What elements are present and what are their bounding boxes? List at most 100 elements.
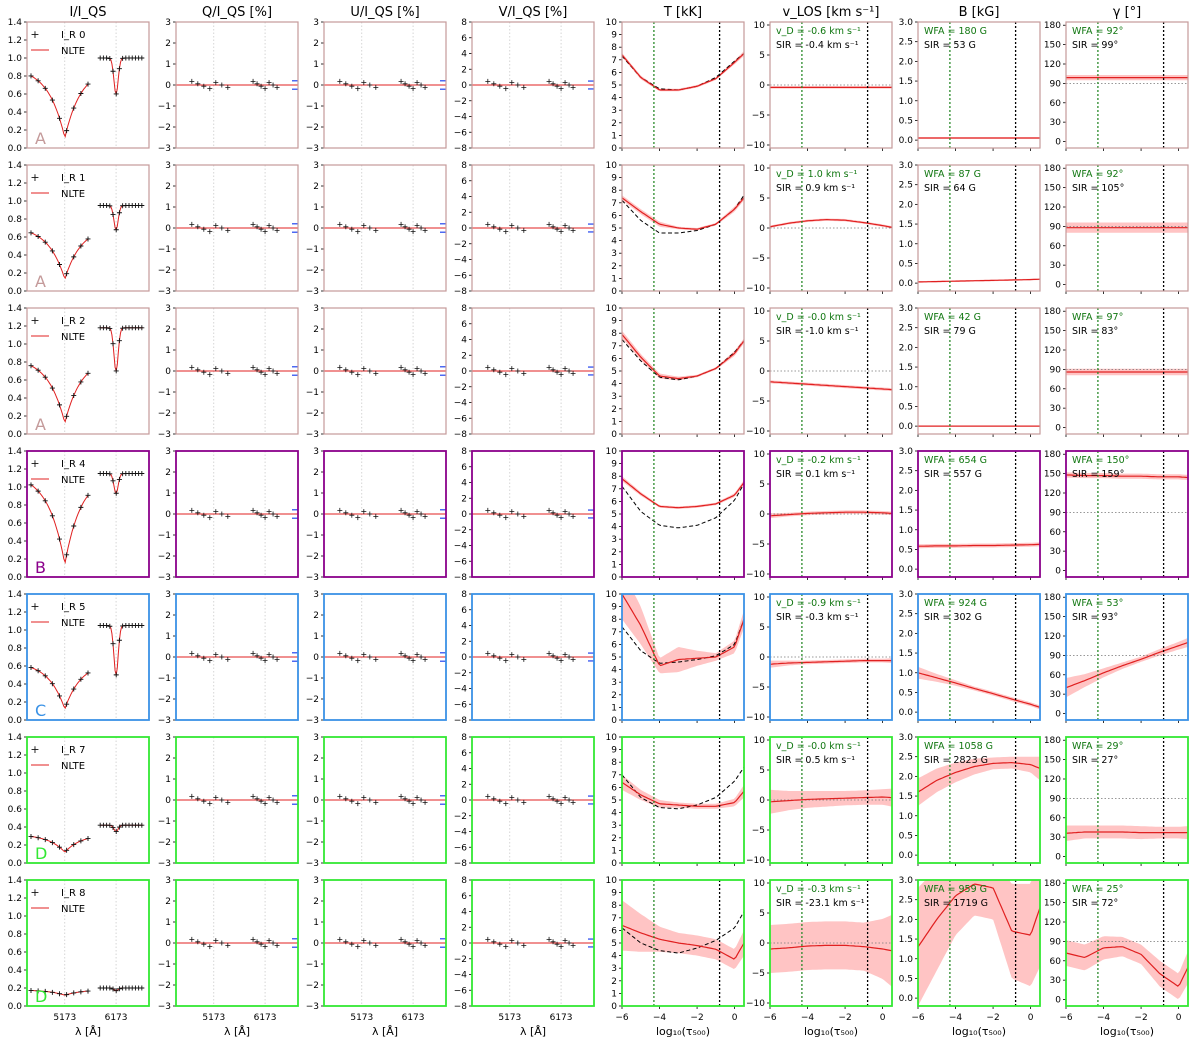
- y-tick-label: 10: [754, 307, 766, 317]
- observation-point: [139, 325, 145, 331]
- panel-T-row-0: 0 1 2 3 4 5 6 7 8 9 10: [606, 18, 745, 154]
- y-tick-label: 2: [165, 39, 171, 49]
- observation-point: [418, 368, 424, 374]
- y-tick-label: 2: [611, 691, 617, 701]
- y-tick-label: −1: [158, 674, 171, 684]
- observation-point: [402, 224, 408, 230]
- y-tick-label: 1: [165, 60, 171, 70]
- y-tick-label: 3.0: [899, 733, 914, 743]
- y-tick-label: 0: [1055, 567, 1061, 577]
- y-tick-label: −5: [752, 254, 765, 264]
- observation-point: [71, 842, 77, 848]
- legend-obs-marker: +: [30, 314, 39, 327]
- observation-point: [337, 221, 343, 227]
- observation-point: [78, 379, 84, 385]
- y-tick-label: 4: [461, 765, 467, 775]
- y-tick-label: 1: [313, 775, 319, 785]
- observation-point: [570, 370, 576, 376]
- y-tick-label: 2: [611, 977, 617, 987]
- observation-point: [28, 363, 34, 369]
- observation-point: [570, 227, 576, 233]
- panel-frame: [471, 736, 595, 864]
- panel-frame: [621, 164, 745, 292]
- observation-point: [554, 941, 560, 947]
- observation-point: [213, 366, 219, 372]
- y-tick-label: −3: [158, 430, 171, 440]
- observation-point: [201, 226, 207, 232]
- y-tick-label: 1.4: [8, 447, 23, 457]
- observation-point: [28, 230, 34, 236]
- y-tick-label: 2.5: [899, 896, 913, 906]
- observation-point: [406, 798, 412, 804]
- y-tick-label: 180: [1044, 164, 1061, 174]
- observation-point: [515, 82, 521, 88]
- observation-point: [258, 941, 264, 947]
- panel-frame: [621, 307, 745, 435]
- observation-point: [414, 223, 420, 229]
- y-tick-label: 1.0: [8, 340, 23, 350]
- b-sir-annotation: SIR = 2823 G: [924, 755, 988, 766]
- observation-point: [201, 83, 207, 89]
- reference-temperature-line: [621, 619, 745, 664]
- y-tick-label: 150: [1044, 899, 1061, 909]
- observation-point: [398, 364, 404, 370]
- x-axis-label: log₁₀(τ₅₀₀): [804, 1025, 858, 1038]
- y-tick-label: 0: [165, 510, 171, 520]
- observation-point: [373, 84, 379, 90]
- y-tick-label: 180: [1044, 879, 1061, 889]
- panel-frame: [1065, 164, 1189, 292]
- y-tick-label: −2: [454, 669, 467, 679]
- y-tick-label: −1: [306, 674, 319, 684]
- observation-point: [355, 515, 361, 521]
- column-titles: I/I_QS Q/I_QS [%] U/I_QS [%] V/I_QS [%] T [k…: [69, 5, 1141, 20]
- reference-temperature-line: [621, 911, 745, 954]
- model-profile-line-1: [30, 365, 89, 424]
- b-sir-annotation: SIR = 302 G: [924, 612, 982, 623]
- observation-point: [42, 988, 48, 994]
- y-tick-label: −3: [158, 1002, 171, 1012]
- observation-point: [254, 81, 260, 87]
- observation-point: [116, 338, 122, 344]
- b-sir-annotation: SIR = 64 G: [924, 183, 976, 194]
- y-tick-label: −5: [752, 540, 765, 550]
- y-tick-label: −2: [306, 409, 319, 419]
- observation-point: [562, 795, 568, 801]
- y-tick-label: 1: [611, 560, 617, 570]
- y-tick-label: 1.0: [8, 769, 23, 779]
- panel-I-row-2: 0.0 0.2 0.4 0.6 0.8 1.0 1.2 1.4 + I_R 2 NLTE A: [8, 304, 150, 440]
- y-tick-label: 1.5: [899, 506, 913, 516]
- observation-point: [113, 91, 119, 97]
- observation-point: [373, 227, 379, 233]
- observation-point: [546, 364, 552, 370]
- observation-point: [110, 341, 116, 347]
- y-tick-label: 6: [461, 320, 467, 330]
- observation-point: [201, 512, 207, 518]
- x-axis-label: λ [Å]: [372, 1025, 398, 1038]
- y-tick-label: −3: [158, 859, 171, 869]
- gamma-wfa-annotation: WFA = 97°: [1072, 312, 1123, 323]
- panel-frame: [323, 450, 447, 578]
- y-tick-label: 30: [1050, 404, 1062, 414]
- observation-point: [262, 515, 268, 521]
- x-tick-label: 6173: [402, 1013, 425, 1023]
- y-tick-label: −2: [454, 955, 467, 965]
- y-tick-label: 30: [1050, 690, 1062, 700]
- observation-point: [270, 82, 276, 88]
- y-tick-label: 30: [1050, 976, 1062, 986]
- observation-point: [422, 799, 428, 805]
- vlos-wfa-annotation: v_D = -0.2 km s⁻¹: [776, 455, 861, 466]
- panel-frame: [769, 736, 893, 864]
- b-wfa-annotation: WFA = 924 G: [924, 598, 987, 609]
- observation-point: [343, 224, 349, 230]
- y-tick-label: −4: [454, 113, 468, 123]
- y-tick-label: 0: [1055, 424, 1061, 434]
- observation-point: [266, 223, 272, 229]
- reference-temperature-line: [621, 483, 745, 529]
- y-tick-label: 3.0: [899, 447, 914, 457]
- observation-point: [546, 793, 552, 799]
- panel-frame: [471, 593, 595, 721]
- y-tick-label: 6: [461, 606, 467, 616]
- observation-point: [562, 366, 568, 372]
- observation-point: [355, 801, 361, 807]
- observation-point: [113, 988, 119, 994]
